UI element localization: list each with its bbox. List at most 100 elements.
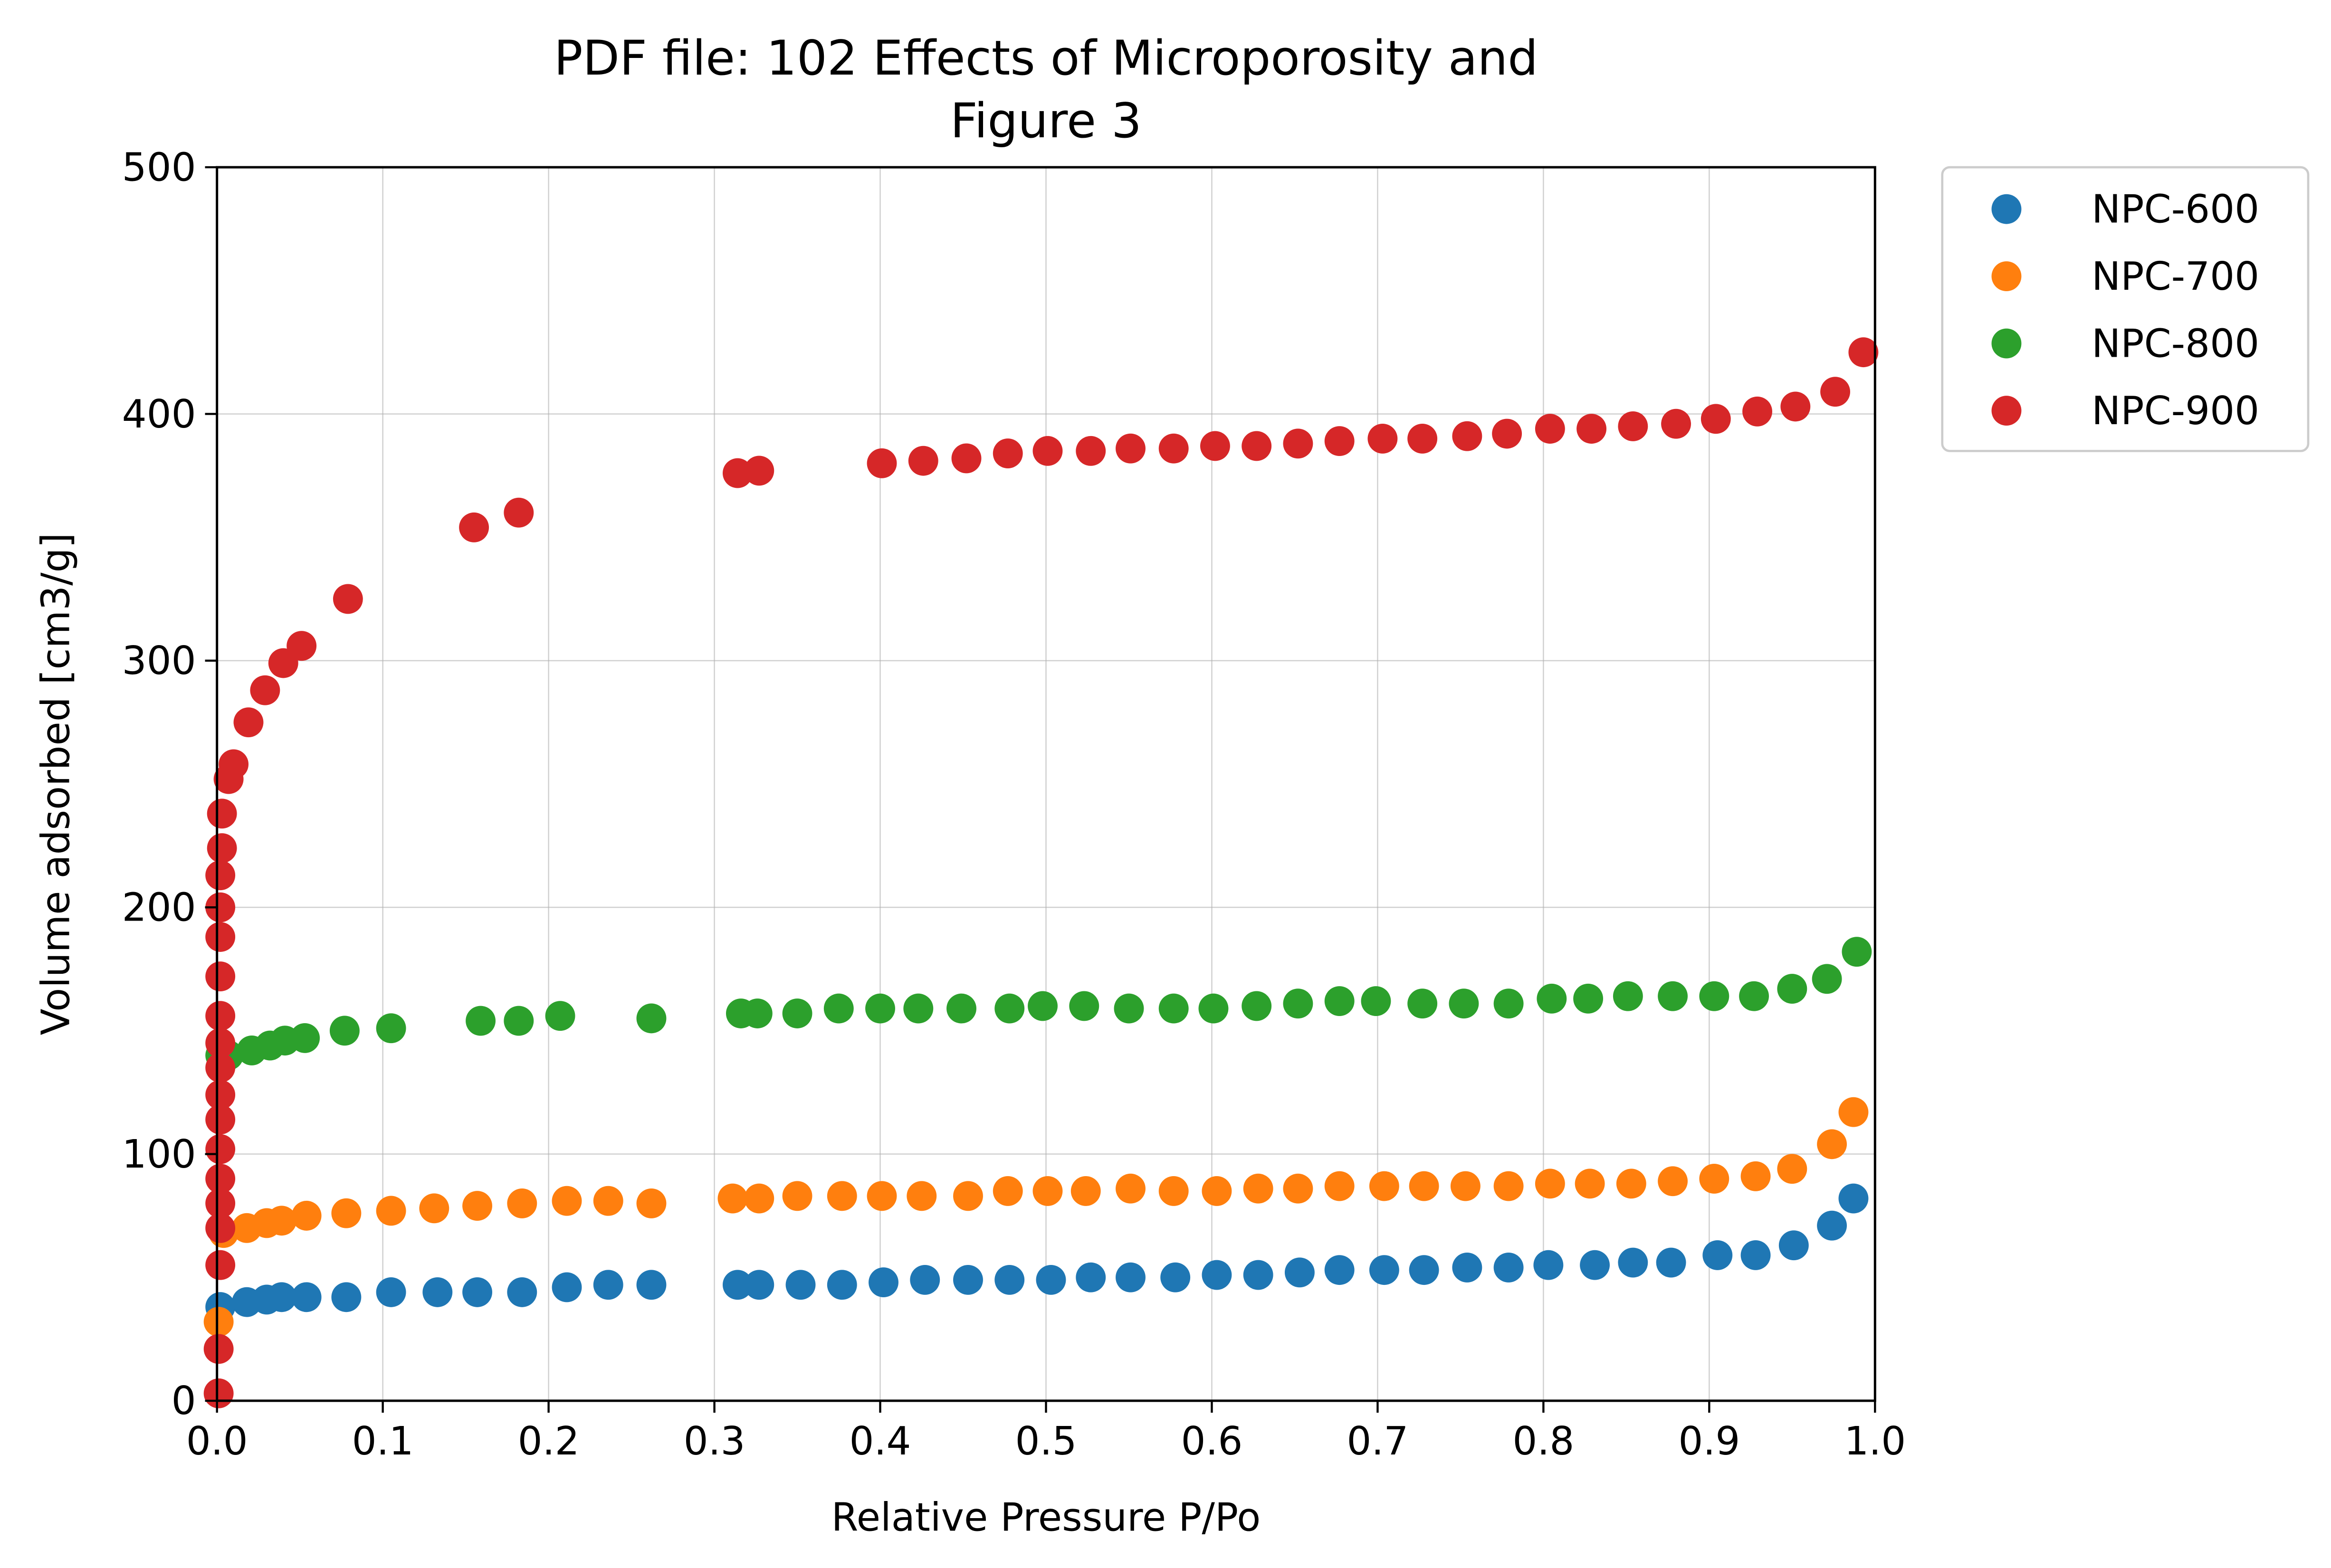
y-axis-label: Volume adsorbed [cm3/g] bbox=[33, 533, 78, 1036]
data-point bbox=[1242, 431, 1272, 461]
data-point bbox=[1777, 974, 1807, 1004]
data-point bbox=[1492, 418, 1522, 449]
data-point bbox=[1535, 414, 1565, 444]
data-point bbox=[1848, 337, 1879, 368]
data-point bbox=[1452, 1253, 1482, 1283]
data-point bbox=[1537, 983, 1567, 1014]
data-point bbox=[953, 1264, 983, 1295]
data-point bbox=[545, 1001, 575, 1031]
data-point bbox=[1618, 1247, 1648, 1278]
data-point bbox=[1658, 981, 1688, 1011]
data-point bbox=[507, 1277, 537, 1307]
x-tick-label: 0.0 bbox=[186, 1419, 248, 1464]
data-point bbox=[636, 1270, 667, 1300]
data-point bbox=[233, 707, 264, 738]
data-point bbox=[1700, 404, 1731, 434]
data-point bbox=[1158, 1176, 1189, 1206]
data-point bbox=[1243, 1173, 1273, 1204]
data-point bbox=[1699, 981, 1729, 1011]
x-tick-label: 0.1 bbox=[352, 1419, 414, 1464]
data-point bbox=[290, 1023, 320, 1053]
data-point bbox=[1739, 981, 1769, 1011]
chart-title: Figure 3 bbox=[950, 93, 1142, 149]
data-point bbox=[1580, 1250, 1610, 1280]
data-point bbox=[1742, 396, 1772, 427]
data-point bbox=[951, 443, 982, 474]
data-point bbox=[1076, 436, 1106, 466]
data-point bbox=[1158, 433, 1189, 464]
axes: 0.0 0.1 0.2 0.3 0.4 0.5 0.6 0.7 0.8 0.9 1.0 0 100 200… bbox=[122, 145, 1906, 1464]
data-point bbox=[1535, 1169, 1565, 1199]
x-tick-label: 0.8 bbox=[1512, 1419, 1574, 1464]
data-point bbox=[1158, 993, 1189, 1024]
data-point bbox=[1449, 988, 1479, 1019]
data-point bbox=[1656, 1247, 1686, 1278]
data-point bbox=[205, 1053, 236, 1083]
data-point bbox=[205, 1080, 236, 1110]
data-point bbox=[593, 1270, 623, 1300]
data-point bbox=[205, 1028, 236, 1058]
y-tick-label: 500 bbox=[122, 145, 196, 190]
data-point bbox=[1243, 1260, 1273, 1290]
data-point bbox=[1367, 423, 1398, 454]
data-point bbox=[205, 1188, 236, 1218]
data-point bbox=[823, 993, 854, 1024]
data-point bbox=[1407, 988, 1438, 1019]
data-point bbox=[205, 1164, 236, 1194]
x-tick-label: 0.3 bbox=[684, 1419, 745, 1464]
data-point bbox=[1820, 377, 1850, 407]
data-point bbox=[1493, 1253, 1524, 1283]
data-point bbox=[1324, 1255, 1355, 1285]
data-point bbox=[267, 1282, 297, 1312]
data-point bbox=[207, 833, 237, 863]
data-point bbox=[1324, 426, 1355, 456]
data-point bbox=[1283, 1173, 1313, 1204]
data-point bbox=[205, 1001, 236, 1031]
data-point bbox=[1702, 1240, 1733, 1270]
data-point bbox=[1409, 1171, 1439, 1201]
data-point bbox=[419, 1193, 449, 1224]
data-point bbox=[717, 1183, 748, 1214]
data-point bbox=[744, 1270, 774, 1300]
data-point bbox=[1114, 993, 1144, 1024]
data-point bbox=[1777, 1154, 1807, 1184]
data-point bbox=[1533, 1250, 1564, 1280]
data-point bbox=[908, 446, 938, 476]
data-point bbox=[1324, 1171, 1355, 1201]
data-point bbox=[552, 1186, 582, 1216]
data-point bbox=[1116, 433, 1146, 464]
data-point bbox=[205, 1104, 236, 1135]
legend-marker bbox=[1991, 328, 2022, 359]
data-point bbox=[376, 1196, 406, 1226]
data-point bbox=[1361, 986, 1391, 1016]
x-tick-label: 0.2 bbox=[518, 1419, 580, 1464]
data-point bbox=[422, 1277, 453, 1307]
data-point bbox=[1160, 1262, 1191, 1292]
points bbox=[203, 337, 1879, 1408]
data-point bbox=[331, 1198, 362, 1228]
data-point bbox=[1409, 1255, 1439, 1285]
data-point bbox=[504, 1006, 534, 1036]
data-point bbox=[1202, 1176, 1232, 1206]
legend-marker bbox=[1991, 194, 2022, 224]
data-point bbox=[205, 1134, 236, 1164]
data-point bbox=[459, 512, 489, 542]
data-point bbox=[827, 1181, 857, 1211]
data-point bbox=[593, 1186, 623, 1216]
data-point bbox=[1838, 1183, 1869, 1214]
data-point bbox=[1493, 1171, 1524, 1201]
data-point bbox=[205, 1213, 236, 1243]
data-point bbox=[1116, 1173, 1146, 1204]
legend-label: NPC-600 bbox=[2092, 187, 2259, 232]
data-point bbox=[1817, 1129, 1847, 1159]
data-point bbox=[552, 1272, 582, 1302]
data-point bbox=[1028, 991, 1058, 1021]
data-point bbox=[291, 1200, 322, 1231]
data-point bbox=[1838, 1097, 1869, 1127]
data-point bbox=[1324, 986, 1355, 1016]
data-point bbox=[1069, 991, 1099, 1021]
legend-marker bbox=[1991, 261, 2022, 292]
data-point bbox=[636, 1003, 667, 1034]
data-point bbox=[205, 860, 236, 891]
